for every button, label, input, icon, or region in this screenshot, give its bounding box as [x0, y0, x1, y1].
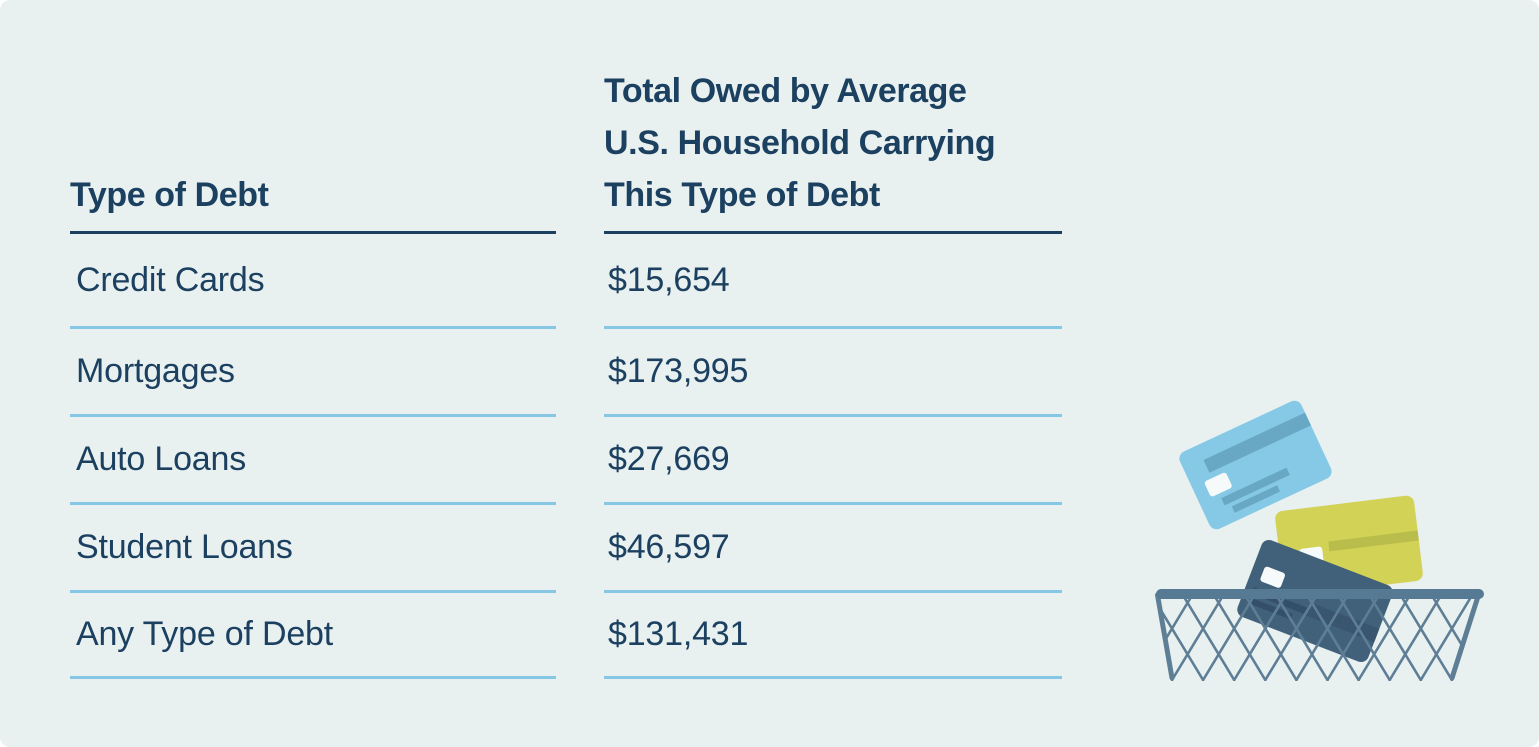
table-row-value: $173,995	[604, 329, 1062, 417]
credit-card-blue-icon	[1179, 400, 1332, 530]
table-row-value: $15,654	[604, 234, 1062, 329]
column-header-text-line: U.S. Household Carrying	[604, 124, 996, 162]
table-row-label: Mortgages	[70, 329, 556, 417]
table-row-label: Student Loans	[70, 505, 556, 593]
table-row-value: $27,669	[604, 417, 1062, 505]
column-header-text-line: This Type of Debt	[604, 176, 880, 214]
basket-rim	[1156, 589, 1484, 599]
table-row-value: $131,431	[604, 593, 1062, 679]
card-chip	[1260, 566, 1285, 588]
basket-left-post	[1155, 592, 1175, 681]
table-row-label: Credit Cards	[70, 234, 556, 329]
card-chip	[1204, 472, 1232, 497]
basket-right-post	[1449, 592, 1481, 681]
column-header-text-line: Total Owed by Average	[604, 72, 967, 110]
table-row-value: $46,597	[604, 505, 1062, 593]
table-row-label: Any Type of Debt	[70, 593, 556, 679]
column-header-text: Type of Debt	[70, 176, 269, 214]
table-row-label: Auto Loans	[70, 417, 556, 505]
debt-table: Type of Debt Total Owed by Average U.S. …	[70, 0, 1062, 679]
basket-illustration	[1155, 400, 1484, 681]
column-header-type-of-debt: Type of Debt	[70, 0, 556, 234]
column-header-total-owed: Total Owed by Average U.S. Household Car…	[604, 0, 1062, 234]
